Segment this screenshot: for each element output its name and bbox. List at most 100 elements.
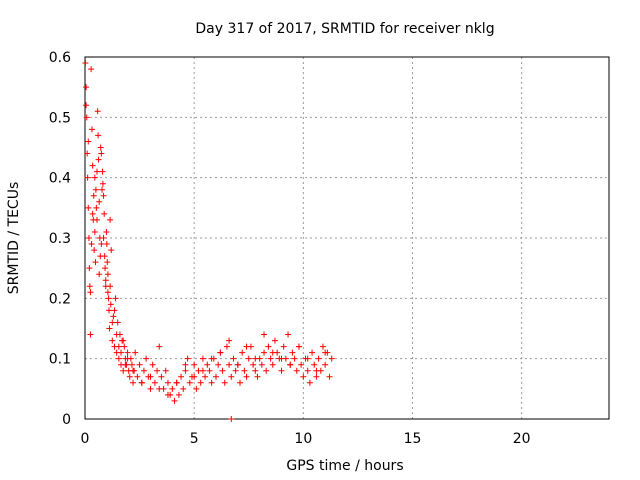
data-point bbox=[269, 349, 276, 356]
data-point bbox=[104, 259, 111, 266]
data-point bbox=[202, 373, 209, 380]
data-point bbox=[223, 343, 230, 350]
chart-title: Day 317 of 2017, SRMTID for receiver nkl… bbox=[195, 21, 494, 37]
data-point bbox=[97, 144, 104, 151]
data-point bbox=[121, 343, 128, 350]
data-point bbox=[213, 373, 219, 380]
data-point bbox=[124, 349, 131, 356]
data-point bbox=[208, 379, 215, 386]
data-point bbox=[91, 228, 98, 235]
data-point bbox=[82, 60, 89, 67]
data-point bbox=[104, 271, 111, 278]
data-point bbox=[291, 355, 298, 362]
x-grid bbox=[193, 57, 523, 419]
data-point bbox=[300, 373, 307, 380]
data-point bbox=[169, 385, 176, 392]
data-point bbox=[239, 349, 246, 356]
data-point bbox=[313, 367, 320, 374]
data-point bbox=[315, 355, 322, 362]
data-point bbox=[93, 204, 100, 211]
data-point bbox=[83, 84, 90, 91]
x-tick-label: 15 bbox=[404, 431, 422, 447]
data-point bbox=[143, 355, 150, 362]
data-point bbox=[228, 373, 235, 380]
data-point bbox=[88, 126, 95, 133]
data-point bbox=[219, 367, 226, 374]
data-point bbox=[171, 397, 178, 404]
data-point bbox=[306, 379, 313, 386]
data-point bbox=[154, 367, 161, 374]
data-point bbox=[136, 361, 143, 368]
data-point bbox=[91, 174, 98, 181]
data-point bbox=[221, 379, 228, 386]
data-point bbox=[83, 102, 90, 109]
data-point bbox=[322, 349, 329, 356]
data-point bbox=[265, 343, 272, 350]
data-point bbox=[162, 367, 169, 374]
data-point bbox=[132, 349, 139, 356]
data-point bbox=[101, 253, 108, 260]
data-point bbox=[91, 247, 98, 254]
data-point bbox=[178, 373, 185, 380]
data-point bbox=[261, 349, 268, 356]
data-point bbox=[156, 385, 163, 392]
data-point bbox=[164, 379, 171, 386]
data-points bbox=[82, 60, 335, 422]
y-tick-label: 0.1 bbox=[49, 352, 71, 368]
data-point bbox=[304, 355, 311, 362]
data-point bbox=[130, 367, 137, 374]
data-point bbox=[138, 379, 145, 386]
data-point bbox=[96, 271, 103, 278]
data-point bbox=[295, 343, 302, 350]
data-point bbox=[98, 150, 105, 157]
data-point bbox=[252, 367, 259, 374]
data-point bbox=[149, 361, 156, 368]
data-point bbox=[107, 301, 114, 308]
data-point bbox=[95, 132, 102, 139]
data-point bbox=[112, 295, 119, 302]
data-point bbox=[228, 416, 235, 422]
data-point bbox=[241, 367, 248, 374]
x-axis-label: GPS time / hours bbox=[286, 458, 403, 474]
data-point bbox=[102, 277, 109, 284]
data-point bbox=[89, 210, 96, 217]
data-point bbox=[309, 349, 316, 356]
data-point bbox=[147, 373, 154, 380]
data-point bbox=[92, 259, 99, 266]
data-point bbox=[245, 355, 252, 362]
data-point bbox=[298, 361, 305, 368]
data-point bbox=[115, 343, 122, 350]
data-point bbox=[293, 367, 300, 374]
data-point bbox=[88, 66, 95, 73]
data-point bbox=[96, 198, 103, 205]
data-point bbox=[106, 307, 113, 314]
data-point bbox=[226, 337, 233, 344]
data-point bbox=[101, 210, 108, 217]
data-point bbox=[254, 373, 261, 380]
data-point bbox=[98, 241, 105, 248]
data-point bbox=[109, 319, 116, 326]
data-point bbox=[128, 361, 135, 368]
data-point bbox=[199, 355, 206, 362]
data-point bbox=[85, 235, 92, 241]
data-point bbox=[204, 361, 211, 368]
data-point bbox=[261, 331, 268, 338]
y-tick-labels: 0 0.1 0.2 0.3 0.4 0.5 0.6 bbox=[49, 50, 71, 428]
data-point bbox=[84, 174, 91, 181]
data-point bbox=[217, 349, 224, 356]
data-point bbox=[100, 192, 107, 199]
data-point bbox=[208, 355, 215, 362]
data-point bbox=[122, 361, 129, 368]
data-point bbox=[319, 343, 326, 350]
data-point bbox=[110, 313, 117, 320]
data-point bbox=[94, 216, 101, 223]
data-point bbox=[230, 355, 237, 362]
data-point bbox=[322, 361, 329, 368]
data-point bbox=[140, 367, 147, 374]
data-point bbox=[84, 150, 91, 157]
data-point bbox=[100, 235, 107, 241]
data-point bbox=[99, 180, 106, 187]
data-point bbox=[87, 289, 94, 296]
data-point bbox=[94, 168, 101, 175]
